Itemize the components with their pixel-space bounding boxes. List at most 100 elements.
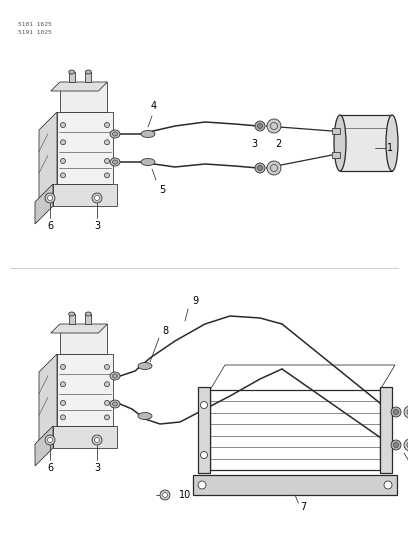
- Ellipse shape: [110, 400, 120, 408]
- Polygon shape: [51, 82, 107, 91]
- Circle shape: [104, 173, 109, 178]
- Ellipse shape: [85, 70, 91, 74]
- Circle shape: [45, 435, 55, 445]
- Bar: [85, 72, 91, 82]
- Circle shape: [104, 123, 109, 127]
- Text: 5191 1025: 5191 1025: [18, 30, 52, 35]
- Circle shape: [60, 123, 66, 127]
- Circle shape: [60, 173, 66, 178]
- Text: 2: 2: [275, 139, 281, 149]
- Bar: [332, 152, 340, 158]
- Circle shape: [200, 451, 208, 458]
- Circle shape: [45, 193, 55, 203]
- Text: 9: 9: [192, 296, 198, 306]
- Bar: [340, 115, 392, 171]
- Ellipse shape: [391, 407, 401, 417]
- Text: 5: 5: [159, 185, 165, 195]
- Ellipse shape: [255, 163, 265, 173]
- Bar: [198, 387, 210, 473]
- Ellipse shape: [85, 312, 91, 316]
- Text: 6: 6: [47, 221, 53, 231]
- Bar: [57, 354, 113, 426]
- Text: 3: 3: [251, 139, 257, 149]
- Ellipse shape: [393, 409, 399, 415]
- Circle shape: [267, 161, 281, 175]
- Polygon shape: [35, 184, 53, 224]
- Circle shape: [160, 490, 170, 500]
- Bar: [53, 184, 117, 206]
- Bar: [69, 314, 75, 324]
- Text: 4: 4: [151, 101, 157, 111]
- Ellipse shape: [69, 312, 75, 316]
- Circle shape: [407, 409, 408, 415]
- Circle shape: [104, 365, 109, 369]
- Circle shape: [92, 193, 102, 203]
- Circle shape: [95, 196, 100, 200]
- Text: 7: 7: [300, 502, 307, 512]
- Bar: [69, 72, 75, 82]
- Text: 6: 6: [47, 463, 53, 473]
- Polygon shape: [39, 112, 57, 202]
- Circle shape: [404, 439, 408, 451]
- Circle shape: [104, 400, 109, 406]
- Ellipse shape: [255, 121, 265, 131]
- Ellipse shape: [138, 413, 152, 419]
- Text: 8: 8: [162, 326, 168, 336]
- Circle shape: [60, 158, 66, 164]
- Text: 1: 1: [387, 143, 393, 153]
- Ellipse shape: [113, 160, 118, 164]
- Circle shape: [95, 438, 100, 442]
- Ellipse shape: [113, 374, 118, 378]
- Circle shape: [407, 442, 408, 448]
- Circle shape: [60, 365, 66, 369]
- Circle shape: [60, 415, 66, 420]
- Circle shape: [92, 435, 102, 445]
- Bar: [193, 475, 397, 495]
- Circle shape: [404, 406, 408, 418]
- Ellipse shape: [69, 70, 75, 74]
- Text: 3: 3: [94, 463, 100, 473]
- Ellipse shape: [113, 132, 118, 136]
- Circle shape: [104, 140, 109, 145]
- Circle shape: [271, 165, 277, 172]
- Ellipse shape: [110, 158, 120, 166]
- Polygon shape: [35, 426, 53, 466]
- Ellipse shape: [113, 402, 118, 406]
- Ellipse shape: [391, 440, 401, 450]
- Ellipse shape: [257, 124, 262, 128]
- Circle shape: [60, 400, 66, 406]
- Polygon shape: [51, 324, 107, 333]
- Ellipse shape: [257, 166, 262, 171]
- Ellipse shape: [386, 115, 398, 171]
- Circle shape: [271, 123, 277, 130]
- Circle shape: [384, 481, 392, 489]
- Circle shape: [47, 196, 53, 200]
- Polygon shape: [39, 354, 57, 444]
- Circle shape: [104, 415, 109, 420]
- Text: 10: 10: [179, 490, 191, 500]
- Circle shape: [198, 481, 206, 489]
- Text: 3: 3: [94, 221, 100, 231]
- Ellipse shape: [334, 115, 346, 171]
- Bar: [380, 387, 392, 473]
- Ellipse shape: [393, 442, 399, 448]
- Circle shape: [47, 438, 53, 442]
- Bar: [85, 314, 91, 324]
- Circle shape: [104, 382, 109, 387]
- Ellipse shape: [141, 158, 155, 166]
- Circle shape: [104, 158, 109, 164]
- Bar: [60, 82, 107, 112]
- Text: 5101 1625: 5101 1625: [18, 22, 52, 27]
- Bar: [60, 324, 107, 354]
- Ellipse shape: [141, 131, 155, 138]
- Circle shape: [162, 492, 168, 497]
- Circle shape: [267, 119, 281, 133]
- Bar: [210, 390, 380, 470]
- Circle shape: [60, 382, 66, 387]
- Circle shape: [60, 140, 66, 145]
- Bar: [57, 112, 113, 184]
- Ellipse shape: [110, 130, 120, 138]
- Bar: [332, 128, 340, 134]
- Ellipse shape: [110, 372, 120, 380]
- Circle shape: [200, 401, 208, 408]
